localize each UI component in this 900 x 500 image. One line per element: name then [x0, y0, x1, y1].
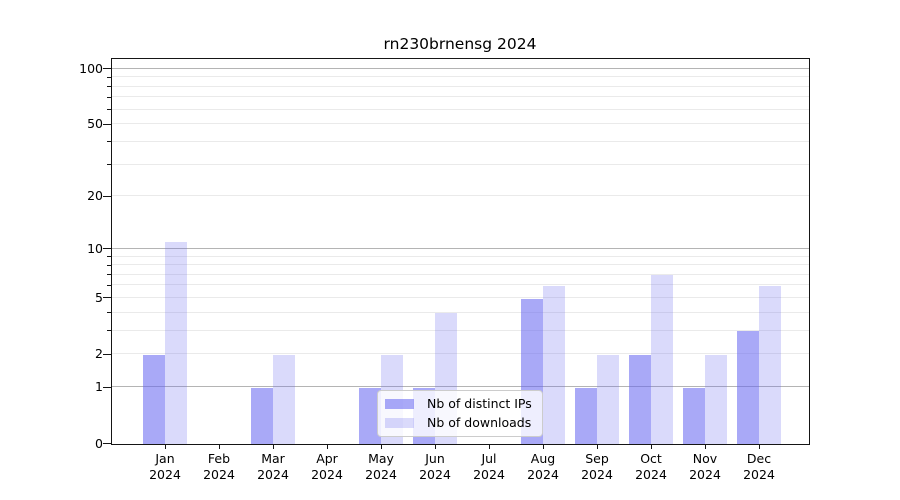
bar-distinct-ips-nov [682, 387, 705, 444]
x-tick-label-nov: Nov 2024 [689, 451, 721, 482]
gridline-4 [112, 311, 809, 313]
gridline-8 [112, 264, 809, 266]
y-tick-label-5: 5 [95, 289, 103, 305]
y-tick-label-1: 1 [95, 379, 103, 395]
y-tick-label-2: 2 [95, 346, 103, 362]
bar-distinct-ips-sep [574, 387, 597, 444]
bar-downloads-aug [542, 285, 565, 444]
y-minor-tick-mark-60 [107, 109, 111, 111]
legend-item-downloads: Nb of downloads [385, 416, 532, 430]
y-minor-tick-mark-30 [107, 164, 111, 166]
gridline-80 [112, 85, 809, 87]
gridline-60 [112, 108, 809, 110]
y-minor-tick-mark-3 [107, 330, 111, 332]
gridline-20 [112, 195, 809, 197]
y-tick-mark-5 [103, 297, 111, 299]
gridline-2 [112, 353, 809, 355]
bar-distinct-ips-dec [736, 331, 759, 444]
gridline-70 [112, 96, 809, 98]
x-tick-label-aug: Aug 2024 [527, 451, 559, 482]
y-minor-tick-mark-8 [107, 264, 111, 266]
x-tick-label-jul: Jul 2024 [473, 451, 505, 482]
x-tick-mark-may [380, 444, 382, 449]
y-minor-tick-mark-4 [107, 312, 111, 314]
bar-distinct-ips-jan [142, 354, 165, 444]
bar-layer [112, 59, 809, 444]
gridline-50 [112, 123, 809, 125]
legend-swatch-distinct-ips [385, 399, 414, 409]
y-minor-tick-mark-40 [107, 141, 111, 143]
x-tick-mark-sep [596, 444, 598, 449]
x-tick-mark-mar [272, 444, 274, 449]
bar-downloads-oct [650, 275, 673, 444]
bar-distinct-ips-mar [250, 387, 273, 444]
gridline-90 [112, 76, 809, 78]
bar-distinct-ips-oct [628, 354, 651, 444]
x-tick-mark-oct [650, 444, 652, 449]
x-tick-mark-dec [758, 444, 760, 449]
bar-downloads-jan [164, 242, 187, 444]
gridline-9 [112, 255, 809, 257]
legend: Nb of distinct IPs Nb of downloads [377, 390, 543, 437]
legend-item-distinct-ips: Nb of distinct IPs [385, 397, 532, 411]
gridline-1 [112, 386, 809, 388]
x-tick-label-sep: Sep 2024 [581, 451, 613, 482]
gridline-layer [112, 59, 809, 444]
y-tick-mark-1 [103, 386, 111, 388]
gridline-3 [112, 329, 809, 331]
x-tick-label-may: May 2024 [365, 451, 397, 482]
y-tick-label-100: 100 [79, 60, 103, 76]
gridline-5 [112, 296, 809, 298]
y-tick-label-50: 50 [87, 116, 103, 132]
x-tick-label-jan: Jan 2024 [149, 451, 181, 482]
x-tick-label-feb: Feb 2024 [203, 451, 235, 482]
x-tick-mark-jun [434, 444, 436, 449]
gridline-7 [112, 273, 809, 275]
gridline-100 [112, 67, 809, 69]
y-tick-mark-10 [103, 248, 111, 250]
bar-downloads-dec [758, 285, 781, 444]
gridline-10 [112, 247, 809, 249]
gridline-30 [112, 163, 809, 165]
y-tick-label-20: 20 [87, 188, 103, 204]
y-minor-tick-mark-7 [107, 274, 111, 276]
y-minor-tick-mark-70 [107, 96, 111, 98]
legend-label-downloads: Nb of downloads [427, 415, 532, 430]
x-tick-mark-feb [218, 444, 220, 449]
y-minor-tick-mark-9 [107, 256, 111, 257]
x-tick-mark-apr [326, 444, 328, 449]
x-tick-label-oct: Oct 2024 [635, 451, 667, 482]
bar-downloads-sep [596, 354, 619, 444]
x-tick-mark-jul [488, 444, 490, 449]
y-minor-tick-mark-90 [107, 76, 111, 78]
y-tick-mark-20 [103, 195, 111, 197]
y-minor-tick-mark-80 [107, 86, 111, 88]
legend-swatch-downloads [385, 418, 414, 428]
bar-downloads-mar [272, 354, 295, 444]
plot-area: Nb of distinct IPs Nb of downloads [111, 58, 810, 445]
bar-distinct-ips-may [358, 387, 381, 444]
x-tick-label-apr: Apr 2024 [311, 451, 343, 482]
y-tick-mark-50 [103, 123, 111, 125]
bar-downloads-nov [704, 354, 727, 444]
x-tick-label-mar: Mar 2024 [257, 451, 289, 482]
x-tick-label-jun: Jun 2024 [419, 451, 451, 482]
gridline-40 [112, 140, 809, 142]
y-tick-mark-100 [103, 68, 111, 70]
y-tick-label-0: 0 [95, 435, 103, 451]
legend-label-distinct-ips: Nb of distinct IPs [427, 396, 532, 411]
y-tick-mark-2 [103, 353, 111, 355]
x-tick-label-dec: Dec 2024 [743, 451, 775, 482]
x-tick-mark-aug [542, 444, 544, 449]
y-tick-label-10: 10 [87, 240, 103, 256]
chart-title: rn230brnensg 2024 [383, 35, 537, 53]
x-tick-mark-jan [164, 444, 166, 449]
y-minor-tick-mark-6 [107, 284, 111, 286]
y-tick-mark-0 [103, 443, 111, 444]
gridline-6 [112, 284, 809, 286]
x-tick-mark-nov [704, 444, 706, 449]
